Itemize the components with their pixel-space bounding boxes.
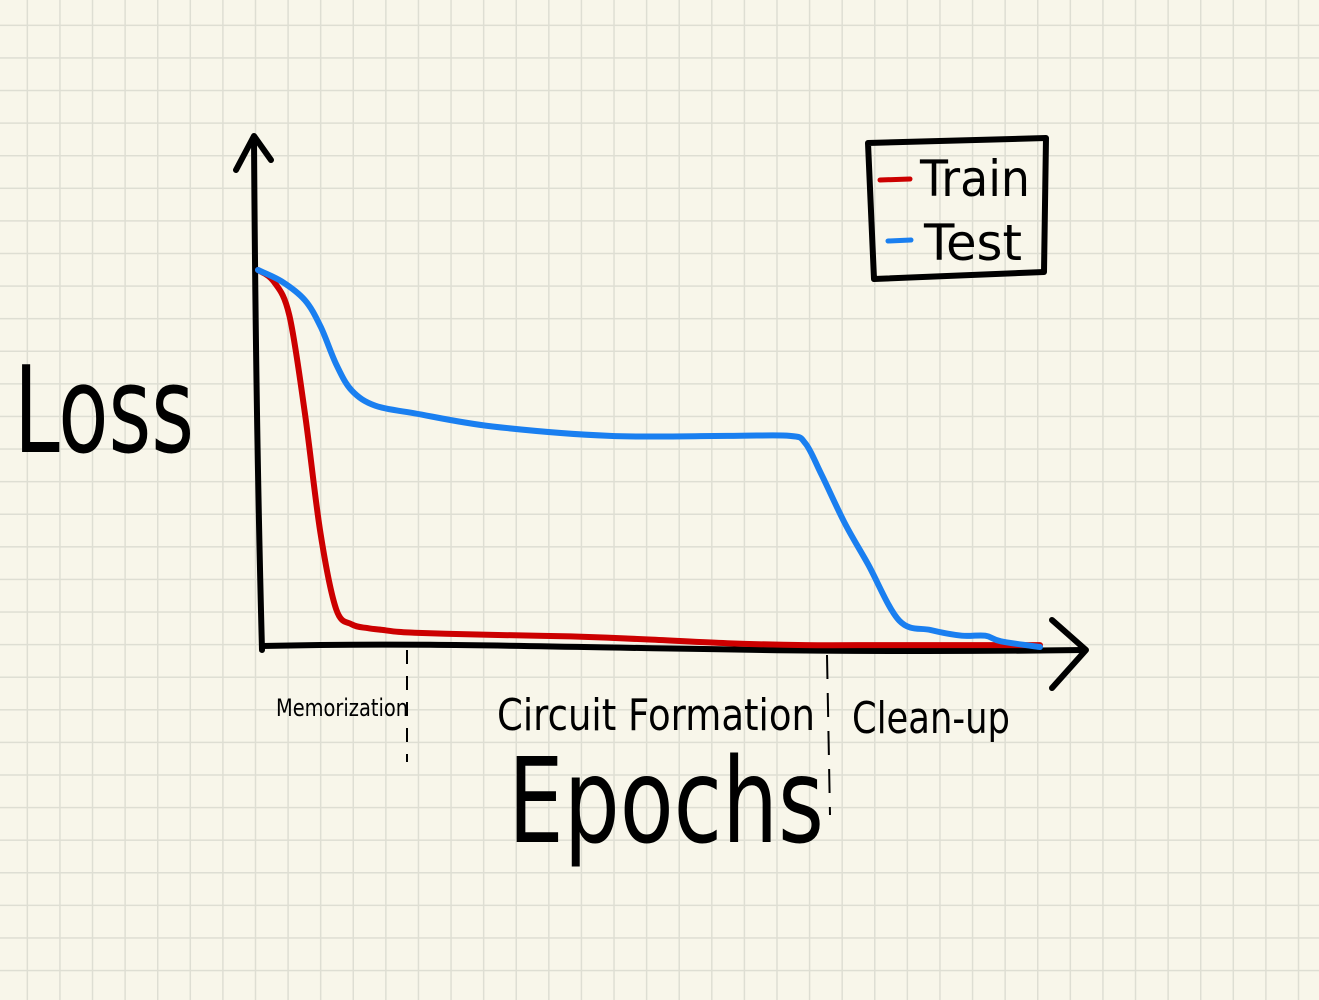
legend-box <box>865 135 1049 282</box>
legend-label-test: Test <box>923 214 1022 272</box>
y-axis-arrowhead <box>233 133 274 173</box>
legend: Train Test <box>865 135 1049 282</box>
legend-swatch-train <box>877 176 913 183</box>
x-axis-label: Epochs <box>508 732 824 870</box>
phase-label-clean-up: Clean-up <box>852 693 1010 744</box>
x-axis-arrowhead <box>1049 617 1089 691</box>
phase-label-memorization: Memorization <box>276 694 408 722</box>
legend-swatch-test <box>885 237 914 244</box>
x-axis <box>259 641 1087 655</box>
legend-label-train: Train <box>919 150 1030 208</box>
y-axis-label: Loss <box>14 342 194 481</box>
y-axis <box>251 135 265 653</box>
train-loss-line <box>255 267 1043 649</box>
phase-label-circuit-formation: Circuit Formation <box>497 690 815 741</box>
phase-divider-2 <box>826 654 831 816</box>
test-loss-line <box>255 267 1043 650</box>
